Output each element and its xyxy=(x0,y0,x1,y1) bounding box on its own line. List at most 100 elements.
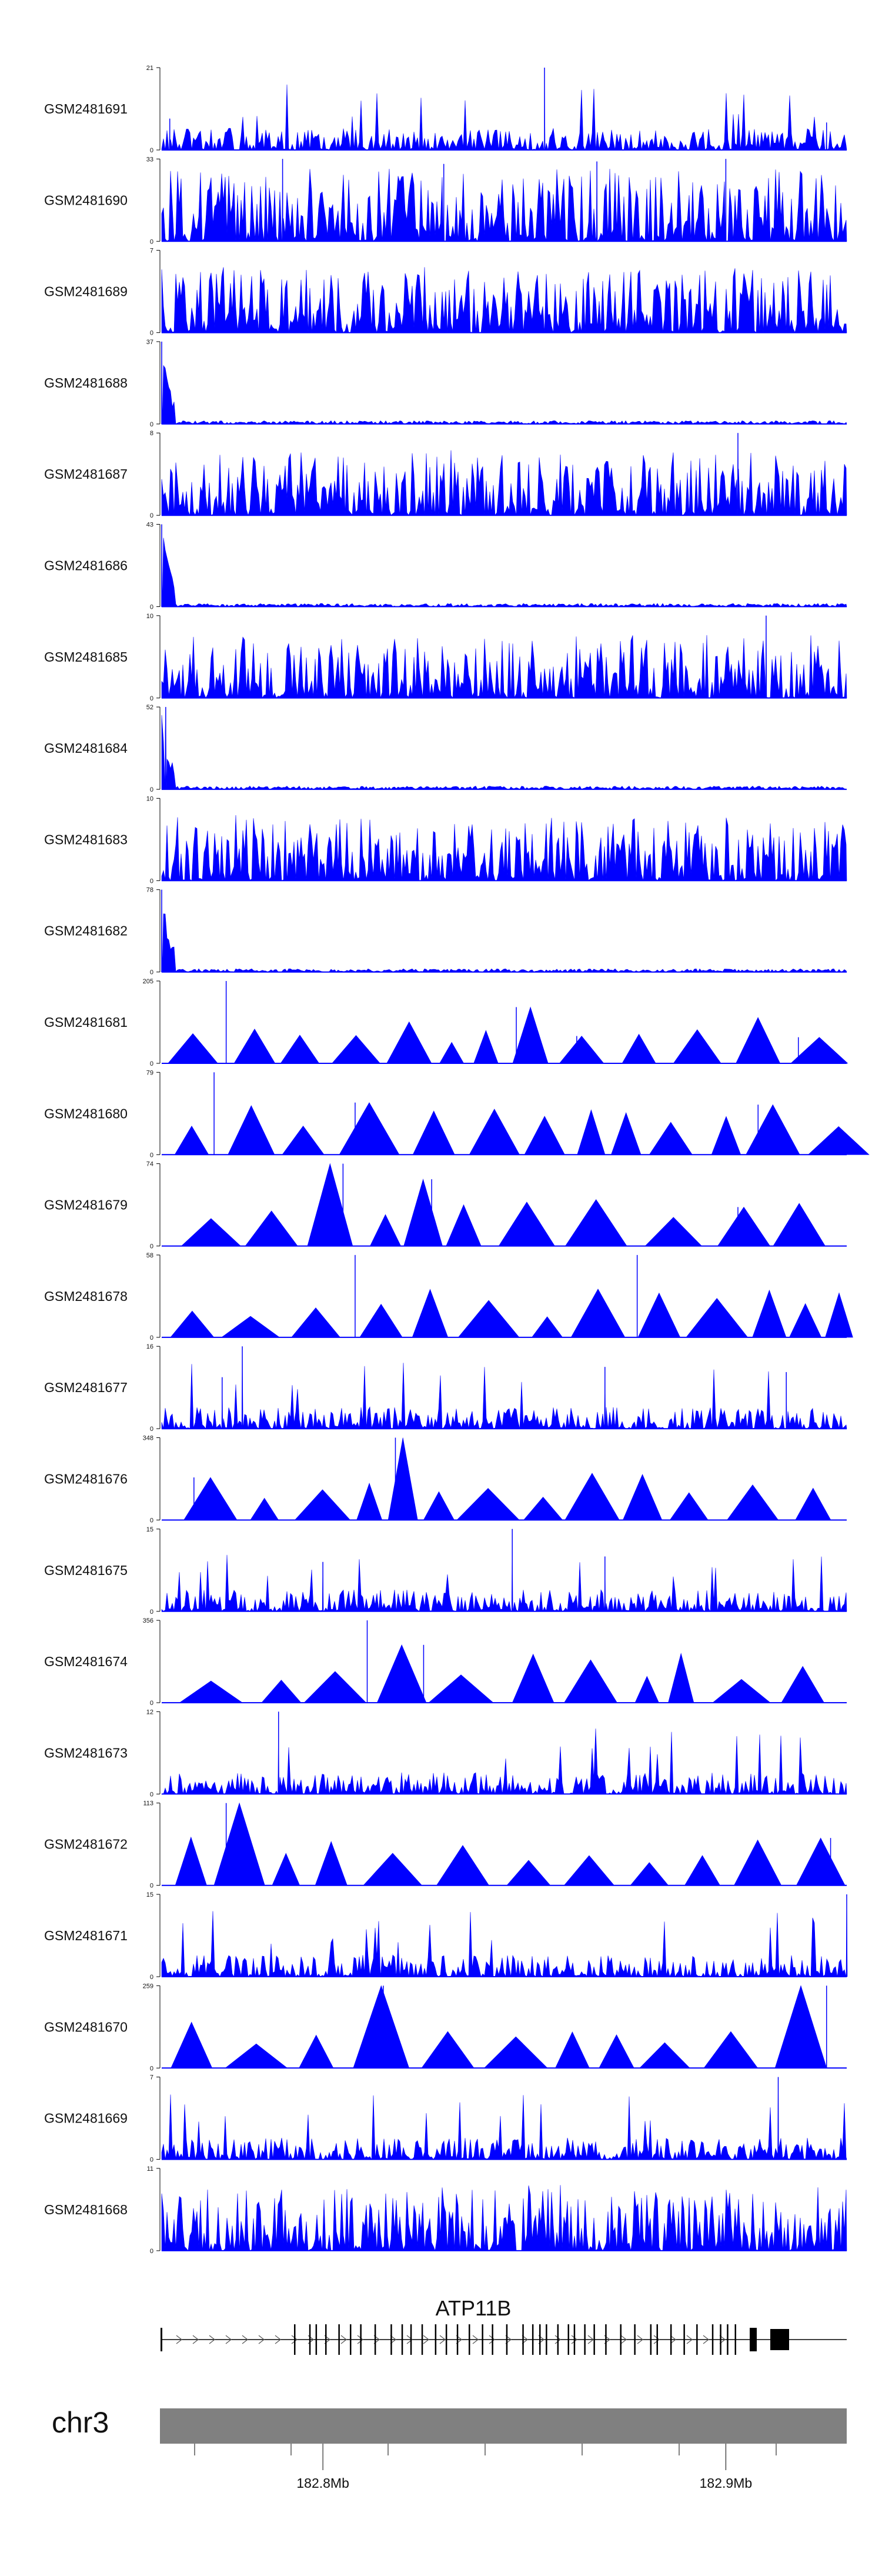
strand-chevron xyxy=(653,2335,660,2344)
exon xyxy=(567,2324,569,2355)
y-min-label: 0 xyxy=(150,1700,153,1707)
exon xyxy=(294,2324,296,2355)
track-label: GSM2481676 xyxy=(44,1471,128,1487)
strand-chevron xyxy=(176,2335,182,2344)
gene-exons xyxy=(161,2324,789,2355)
exon xyxy=(522,2324,524,2355)
y-min-label: 0 xyxy=(150,1974,153,1981)
track-GSM2481675: GSM2481675 15 0 xyxy=(44,1526,847,1616)
signal-area xyxy=(161,707,847,790)
exon xyxy=(727,2324,729,2355)
track-GSM2481672: GSM2481672 113 0 xyxy=(44,1800,847,1890)
track-GSM2481670: GSM2481670 259 0 xyxy=(44,1983,847,2072)
track-label: GSM2481673 xyxy=(44,1745,128,1760)
track-label: GSM2481670 xyxy=(44,2019,128,2034)
strand-chevron xyxy=(719,2335,726,2344)
y-max-label: 15 xyxy=(146,1526,153,1533)
signal-area xyxy=(161,1711,847,1795)
signal-area xyxy=(175,1802,846,1886)
gene-name-label: ATP11B xyxy=(436,2296,512,2320)
exon xyxy=(421,2324,423,2355)
y-max-label: 259 xyxy=(143,1983,153,1990)
exon xyxy=(605,2324,607,2355)
exon xyxy=(584,2324,586,2355)
strand-chevron xyxy=(522,2335,528,2344)
y-min-label: 0 xyxy=(150,1791,153,1798)
y-min-label: 0 xyxy=(150,330,153,337)
y-min-label: 0 xyxy=(150,1334,153,1342)
signal-area xyxy=(161,67,847,151)
strand-chevron xyxy=(275,2335,281,2344)
exon xyxy=(435,2324,437,2355)
exon xyxy=(620,2324,622,2355)
strand-chevron xyxy=(423,2335,429,2344)
y-min-label: 0 xyxy=(150,786,153,793)
strand-chevron xyxy=(406,2335,413,2344)
y-min-label: 0 xyxy=(150,2248,153,2255)
exon xyxy=(539,2324,541,2355)
track-GSM2481689: GSM2481689 7 0 xyxy=(44,248,847,337)
track-label: GSM2481689 xyxy=(44,284,128,299)
strand-chevron xyxy=(472,2335,479,2344)
signal-area xyxy=(161,1894,848,1977)
y-min-label: 0 xyxy=(150,969,153,976)
signal-area xyxy=(161,159,847,242)
signal-area xyxy=(161,1529,847,1612)
track-GSM2481679: GSM2481679 74 0 xyxy=(44,1161,847,1250)
exon xyxy=(374,2324,376,2355)
track-GSM2481680: GSM2481680 79 0 xyxy=(44,1069,870,1159)
y-min-label: 0 xyxy=(150,421,153,428)
signal-area xyxy=(161,524,847,607)
exon xyxy=(492,2324,493,2355)
track-GSM2481687: GSM2481687 8 0 xyxy=(44,430,847,519)
strand-chevron xyxy=(554,2335,561,2344)
y-max-label: 43 xyxy=(146,522,153,529)
exon xyxy=(309,2324,311,2355)
track-label: GSM2481683 xyxy=(44,832,128,847)
y-min-label: 0 xyxy=(150,1517,153,1524)
strand-chevron xyxy=(571,2335,577,2344)
strand-chevron xyxy=(209,2335,215,2344)
signal-area xyxy=(170,1289,853,1338)
y-max-label: 356 xyxy=(143,1617,153,1624)
strand-chevron xyxy=(340,2335,347,2344)
track-GSM2481673: GSM2481673 12 0 xyxy=(44,1709,847,1798)
gene-strand-chevrons xyxy=(176,2335,726,2344)
y-max-label: 113 xyxy=(143,1800,153,1807)
y-max-label: 15 xyxy=(146,1891,153,1898)
track-GSM2481677: GSM2481677 16 0 xyxy=(44,1343,847,1433)
y-max-label: 11 xyxy=(147,2165,153,2173)
exon-utr xyxy=(770,2329,789,2350)
y-min-label: 0 xyxy=(150,1152,153,1159)
exon xyxy=(325,2324,327,2355)
track-GSM2481678: GSM2481678 58 0 xyxy=(44,1252,853,1342)
exon xyxy=(650,2324,652,2355)
exon xyxy=(670,2324,672,2355)
exon xyxy=(360,2324,362,2355)
signal-area xyxy=(171,1985,827,2068)
exon xyxy=(696,2324,698,2355)
exon xyxy=(410,2324,412,2355)
exon xyxy=(711,2324,714,2355)
track-label: GSM2481671 xyxy=(44,1928,128,1943)
strand-chevron xyxy=(192,2335,199,2344)
y-max-label: 58 xyxy=(146,1252,153,1259)
track-GSM2481674: GSM2481674 356 0 xyxy=(44,1617,847,1707)
strand-chevron xyxy=(258,2335,265,2344)
exon xyxy=(445,2324,447,2355)
strand-chevron xyxy=(439,2335,446,2344)
exon xyxy=(506,2324,508,2355)
exon xyxy=(750,2328,757,2351)
signal-area xyxy=(161,815,847,882)
y-max-label: 16 xyxy=(146,1343,153,1350)
exon xyxy=(350,2324,352,2355)
strand-chevron xyxy=(670,2335,676,2344)
track-GSM2481681: GSM2481681 205 0 xyxy=(44,978,848,1067)
track-GSM2481685: GSM2481685 10 0 xyxy=(44,613,847,702)
exon xyxy=(546,2324,547,2355)
track-label: GSM2481685 xyxy=(44,649,128,665)
track-label: GSM2481678 xyxy=(44,1289,128,1304)
y-min-label: 0 xyxy=(150,877,153,885)
y-min-label: 0 xyxy=(150,2157,153,2164)
